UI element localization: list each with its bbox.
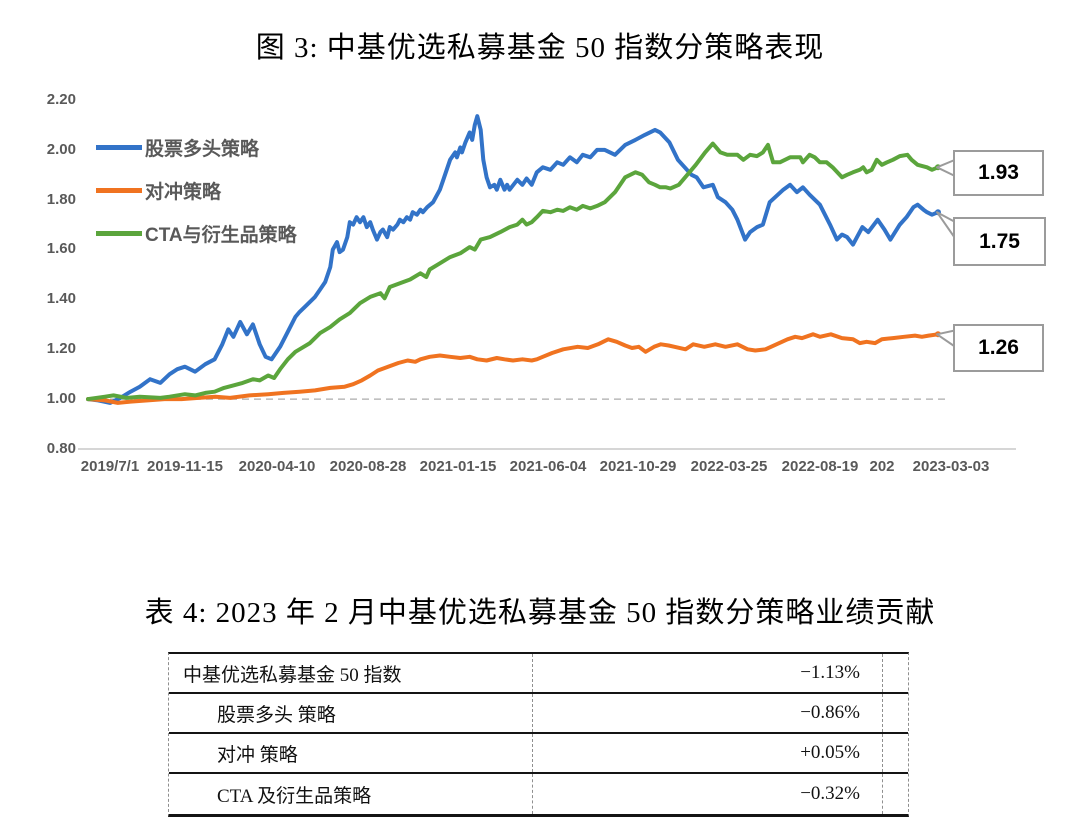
legend-label: 股票多头策略 <box>145 138 260 160</box>
table-cell-value: −0.32% <box>533 774 883 814</box>
x-axis-tick: 2021-06-04 <box>509 458 587 475</box>
strategy-performance-line-chart: 2.20 2.00 1.80 1.60 1.40 1.20 1.00 0.80 … <box>46 91 1046 475</box>
table-cell-value: +0.05% <box>533 734 883 772</box>
x-axis-tick: 202 <box>869 458 895 475</box>
y-axis-tick: 0.80 <box>46 440 76 457</box>
table-cell-name: 股票多头 策略 <box>169 694 533 732</box>
table-row: 中基优选私募基金 50 指数 −1.13% <box>169 654 908 694</box>
figure-title: 图 3: 中基优选私募基金 50 指数分策略表现 <box>255 32 825 64</box>
x-axis-tick: 2020-04-10 <box>238 458 316 475</box>
table-cell-value: −0.86% <box>533 694 883 732</box>
table-cell-empty <box>883 694 908 732</box>
legend-label: CTA与衍生品策略 <box>145 224 297 246</box>
value-callout-cta: 1.93 <box>953 150 1044 196</box>
chart-plot-area <box>78 114 1016 450</box>
y-axis-tick: 1.20 <box>46 340 76 357</box>
legend-line-swatch <box>96 230 142 236</box>
x-axis-tick: 2021-10-29 <box>599 458 677 475</box>
x-axis-tick: 2020-08-28 <box>329 458 407 475</box>
x-axis-tick: 2019/7/1 <box>80 458 140 475</box>
x-axis-tick: 2023-03-03 <box>912 458 990 475</box>
performance-contribution-table: 中基优选私募基金 50 指数 −1.13% 股票多头 策略 −0.86% 对冲 … <box>168 652 909 817</box>
table-cell-name: 中基优选私募基金 50 指数 <box>169 654 533 692</box>
table-cell-name: CTA 及衍生品策略 <box>169 774 533 814</box>
x-axis-tick: 2022-03-25 <box>690 458 768 475</box>
table-row: 对冲 策略 +0.05% <box>169 734 908 774</box>
table-cell-empty <box>883 654 908 692</box>
y-axis-tick: 1.60 <box>46 240 76 257</box>
table-cell-empty <box>883 734 908 772</box>
y-axis-tick: 2.00 <box>46 141 76 158</box>
table-row: 股票多头 策略 −0.86% <box>169 694 908 734</box>
x-axis-tick: 2022-08-19 <box>781 458 859 475</box>
table-cell-value: −1.13% <box>533 654 883 692</box>
value-callout-hedge: 1.26 <box>953 324 1044 372</box>
table-row: CTA 及衍生品策略 −0.32% <box>169 774 908 814</box>
legend-line-swatch <box>96 187 142 193</box>
y-axis-tick: 1.80 <box>46 191 76 208</box>
legend-item-hedge: 对冲策略 <box>96 179 222 203</box>
legend-line-swatch <box>96 144 142 150</box>
x-axis-tick: 2019-11-15 <box>147 458 223 475</box>
value-callout-stock-long: 1.75 <box>953 217 1046 266</box>
y-axis-tick: 2.20 <box>46 91 76 108</box>
table-title: 表 4: 2023 年 2 月中基优选私募基金 50 指数分策略业绩贡献 <box>144 597 936 629</box>
table-cell-empty <box>883 774 908 814</box>
y-axis-tick: 1.00 <box>46 390 76 407</box>
legend-item-cta: CTA与衍生品策略 <box>96 222 297 246</box>
x-axis-tick: 2021-01-15 <box>419 458 497 475</box>
y-axis-tick: 1.40 <box>46 290 76 307</box>
legend-label: 对冲策略 <box>145 181 222 203</box>
table-cell-name: 对冲 策略 <box>169 734 533 772</box>
legend-item-stock-long: 股票多头策略 <box>96 136 260 160</box>
